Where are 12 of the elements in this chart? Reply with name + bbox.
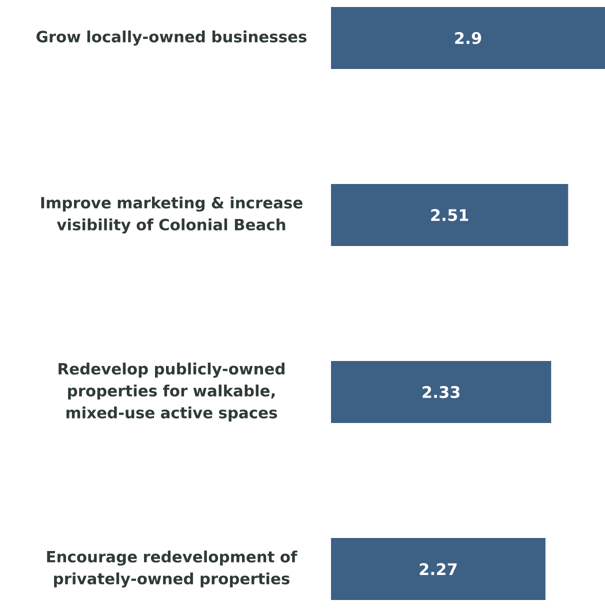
bar xyxy=(331,361,552,424)
y-tick-label: Grow locally-owned businesses xyxy=(36,30,306,46)
data-label: 2.33 xyxy=(422,386,460,398)
y-tick-label: Improve marketing & increase visibility of Colonial Beach xyxy=(41,196,302,234)
data-label: 2.51 xyxy=(431,209,468,222)
data-label: 2.9 xyxy=(455,32,482,44)
bar xyxy=(331,184,568,246)
y-tick-label: Redevelop publicly-owned properties for walkable, mixed-use active spaces xyxy=(58,362,284,422)
data-label: 2.27 xyxy=(420,563,457,575)
y-tick-label: Encourage redevelopment of privately-owned properties xyxy=(47,550,298,588)
bar xyxy=(331,7,605,70)
bar xyxy=(331,538,546,600)
